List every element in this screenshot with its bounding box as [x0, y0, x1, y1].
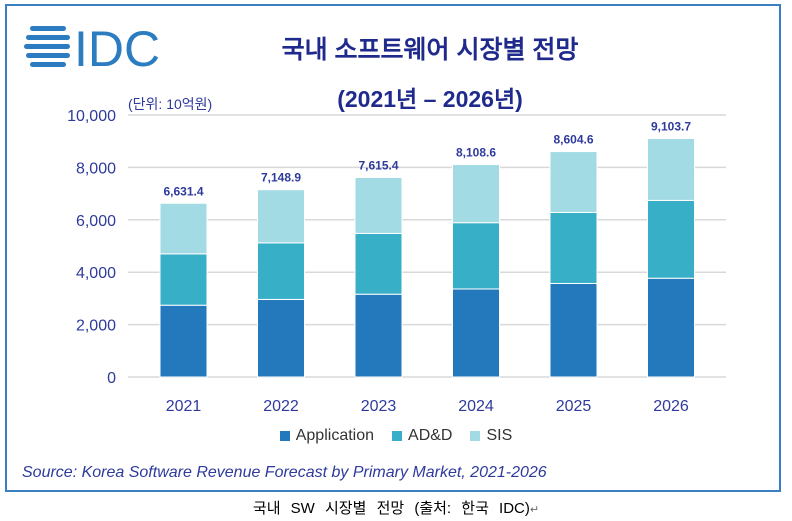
total-data-label: 7,615.4 — [358, 158, 398, 172]
unit-label: (단위: 10억원) — [128, 96, 213, 112]
x-tick-label: 2022 — [263, 398, 299, 415]
y-tick-label: 10,000 — [67, 108, 116, 125]
stacked-bar-chart: 0 2,000 4,000 6,000 8,000 10,000 6,631.4 2021 7,… — [67, 108, 726, 415]
bar-segment-add — [647, 199, 695, 279]
bar-segment-add — [354, 232, 403, 295]
x-tick-label: 2024 — [458, 398, 494, 415]
legend-label: Application — [295, 427, 375, 444]
x-tick-label: 2023 — [361, 398, 397, 415]
total-data-label: 9,103.7 — [651, 119, 691, 133]
x-tick-label: 2026 — [653, 398, 689, 415]
total-data-label: 8,604.6 — [553, 133, 593, 147]
y-tick-label: 4,000 — [76, 265, 116, 282]
x-tick-label: 2025 — [556, 398, 592, 415]
y-tick-label: 2,000 — [76, 318, 116, 335]
figure-caption: 국내 SW 시장별 전망 (출처: 한국 IDC)↵ — [0, 497, 792, 518]
legend-label: SIS — [486, 427, 513, 444]
legend: Application AD&D SIS — [0, 427, 792, 445]
source-note: Source: Korea Software Revenue Forecast … — [22, 464, 547, 481]
bar-segment-sis — [257, 189, 305, 244]
y-tick-label: 6,000 — [76, 213, 116, 230]
bar-segment-application — [354, 293, 403, 378]
chart-title: 국내 소프트웨어 시장별 전망 — [281, 36, 579, 64]
legend-swatch — [470, 431, 481, 441]
bar-segment-sis — [354, 176, 403, 234]
bar-segment-sis — [549, 151, 598, 213]
bar-segment-sis — [647, 137, 695, 201]
legend-swatch — [392, 431, 403, 441]
bar-segment-sis — [159, 202, 208, 255]
bar-segment-application — [452, 288, 500, 378]
total-data-label: 6,631.4 — [163, 184, 203, 198]
total-data-label: 8,108.6 — [456, 146, 496, 160]
chart-subtitle: (2021년 – 2026년) — [337, 86, 523, 112]
paragraph-mark: ↵ — [529, 504, 540, 516]
idc-logo: IDC — [24, 21, 160, 74]
bar-segment-application — [159, 304, 208, 378]
bar-segment-application — [549, 282, 598, 378]
legend-item-add: AD&D — [392, 427, 452, 445]
legend-item-application: Application — [279, 427, 375, 445]
total-data-label: 7,148.9 — [261, 171, 301, 185]
bar-segment-add — [257, 242, 305, 300]
bar-segment-add — [452, 222, 500, 290]
bar-segment-application — [257, 298, 305, 378]
bar-segment-application — [647, 277, 695, 378]
x-tick-label: 2021 — [166, 398, 202, 415]
bar-segment-add — [549, 211, 598, 284]
bar-segment-sis — [452, 164, 500, 224]
caption-text: 국내 SW 시장별 전망 (출처: 한국 IDC) — [252, 500, 530, 517]
y-tick-label: 8,000 — [76, 160, 116, 177]
legend-swatch — [279, 431, 290, 441]
legend-label: AD&D — [408, 427, 453, 444]
y-tick-label: 0 — [107, 370, 116, 387]
logo-text: IDC — [74, 21, 160, 74]
legend-item-sis: SIS — [470, 427, 512, 445]
bar-segment-add — [159, 253, 208, 306]
